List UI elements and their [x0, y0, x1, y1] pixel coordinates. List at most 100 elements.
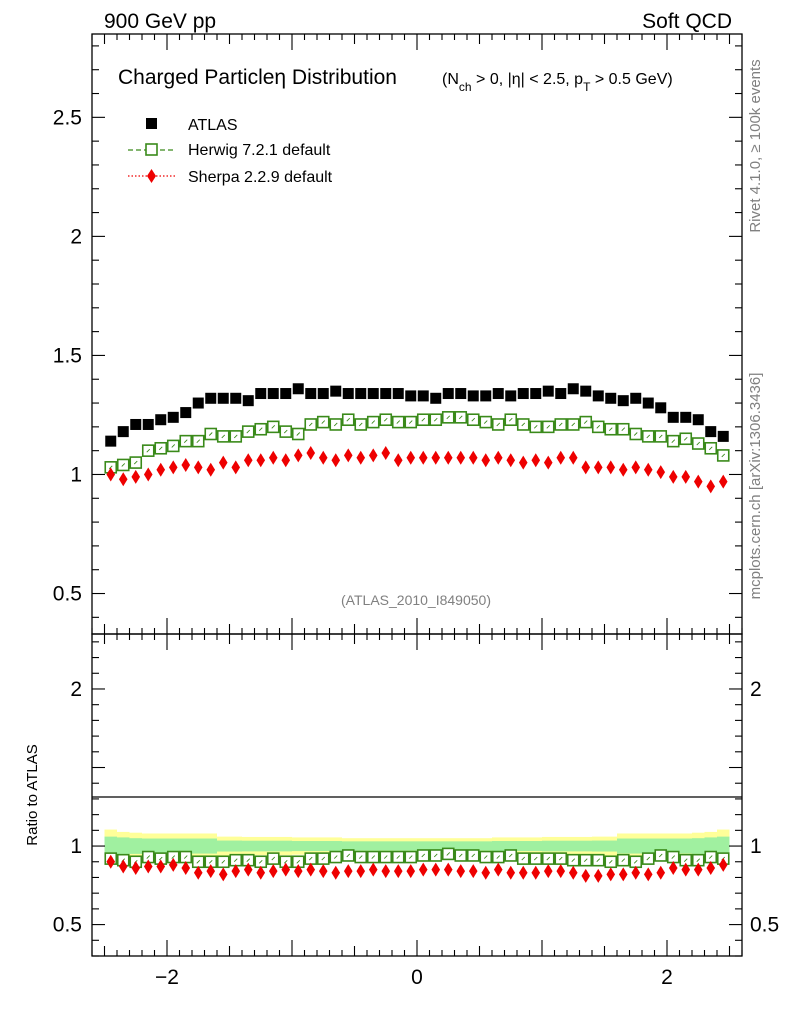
herwig-errbar: [346, 417, 351, 422]
ratio-xtick-label: −2: [155, 966, 179, 989]
sherpa-point: [506, 453, 516, 468]
herwig-errbar: [471, 417, 476, 422]
ratio-band-inner: [242, 840, 292, 852]
sherpa-point: [606, 460, 616, 475]
herwig-errbar: [208, 432, 213, 436]
sherpa-point: [343, 448, 353, 463]
ratio-herwig-errbar: [508, 853, 513, 858]
sherpa-point: [656, 465, 666, 480]
ratio-herwig-errbar: [371, 855, 376, 859]
ratio-sherpa-point: [406, 864, 416, 879]
sherpa-point: [218, 455, 228, 470]
cond-sub: ch: [459, 80, 472, 94]
ratio-sherpa-point: [343, 864, 353, 879]
sherpa-point: [393, 453, 403, 468]
ratio-herwig-errbar: [521, 856, 526, 861]
ratio-band-inner: [342, 841, 492, 851]
herwig-errbar: [558, 422, 563, 427]
plot-title: Charged Particleη Distribution: [118, 66, 397, 89]
legend-sherpa-marker: [147, 169, 156, 183]
sherpa-point: [456, 450, 466, 465]
atlas-point: [292, 383, 304, 395]
sherpa-point: [706, 479, 716, 494]
atlas-point: [705, 426, 717, 438]
ratio-band-inner: [704, 837, 717, 855]
ratio-sherpa-point: [493, 862, 503, 877]
ratio-herwig-errbar: [358, 855, 363, 859]
ratio-sherpa-point: [668, 861, 678, 876]
ratio-band-inner: [492, 841, 542, 852]
ratio-herwig-errbar: [246, 858, 251, 863]
ratio-sherpa-point: [593, 868, 603, 883]
sherpa-point: [468, 450, 478, 465]
analysis-id: (ATLAS_2010_I849050): [341, 592, 491, 608]
ratio-band-inner: [292, 841, 342, 852]
ratio-herwig-errbar: [146, 855, 151, 859]
sherpa-point: [568, 450, 578, 465]
ratio-herwig-errbar: [321, 856, 326, 861]
atlas-point: [542, 385, 554, 397]
sherpa-point: [418, 450, 428, 465]
ratio-sherpa-point: [143, 859, 153, 874]
ratio-herwig-errbar: [458, 853, 463, 858]
herwig-errbar: [621, 427, 626, 432]
atlas-point: [155, 414, 167, 426]
herwig-errbar: [246, 429, 251, 434]
atlas-point: [105, 435, 117, 447]
ratio-herwig-errbar: [683, 858, 688, 863]
ratio-sherpa-point: [431, 862, 441, 877]
ratio-herwig-errbar: [621, 858, 626, 863]
ratio-ytick-label: 1: [70, 835, 82, 858]
sherpa-point: [231, 460, 241, 475]
herwig-errbar: [608, 427, 613, 432]
herwig-errbar: [371, 420, 376, 424]
sherpa-point: [543, 455, 553, 470]
legend-atlas-label: ATLAS: [188, 117, 238, 134]
sherpa-point: [368, 448, 378, 463]
sherpa-point: [681, 469, 691, 484]
ratio-herwig-errbar: [583, 858, 588, 863]
ratio-sherpa-point: [368, 862, 378, 877]
herwig-errbar: [496, 422, 501, 427]
ratio-sherpa-point: [393, 864, 403, 879]
herwig-errbar: [571, 422, 576, 427]
sherpa-point: [106, 467, 116, 482]
ratio-sherpa-point: [631, 865, 641, 880]
ratio-sherpa-point: [481, 865, 491, 880]
ratio-herwig-errbar: [408, 855, 413, 859]
atlas-series: [105, 383, 729, 447]
ratio-herwig-errbar: [383, 855, 388, 859]
atlas-point: [205, 392, 217, 404]
atlas-point: [255, 388, 267, 400]
ratio-sherpa-point: [643, 867, 653, 882]
ratio-frame: [91, 633, 743, 957]
herwig-errbar: [533, 425, 538, 429]
ratio-ytick-label-right: 0.5: [750, 914, 779, 937]
main-ytick-label: 2.5: [53, 106, 82, 129]
ratio-sherpa-point: [656, 865, 666, 880]
ratio-sherpa-point: [581, 868, 591, 883]
ratio-herwig-errbar: [608, 859, 613, 864]
atlas-point: [242, 395, 254, 407]
ratio-herwig-errbar: [296, 859, 301, 864]
ratio-sherpa-point: [118, 859, 128, 874]
ratio-sherpa-point: [306, 862, 316, 877]
ratio-herwig-errbar: [533, 856, 538, 861]
ratio-herwig-errbar: [483, 855, 488, 859]
herwig-errbar: [508, 417, 513, 422]
ratio-band-inner: [617, 838, 692, 854]
sherpa-point: [318, 450, 328, 465]
ratio-herwig-errbar: [708, 855, 713, 859]
sherpa-point: [181, 457, 191, 472]
herwig-errbar: [171, 444, 176, 448]
atlas-point: [180, 407, 192, 419]
atlas-point: [580, 385, 592, 397]
ratio-herwig-errbar: [283, 859, 288, 864]
ratio-sherpa-point: [256, 865, 266, 880]
atlas-point: [467, 390, 479, 402]
atlas-point: [617, 395, 629, 407]
ratio-herwig-errbar: [496, 855, 501, 859]
atlas-point: [330, 385, 342, 397]
atlas-point: [517, 388, 529, 400]
ratio-band-inner: [129, 838, 142, 854]
